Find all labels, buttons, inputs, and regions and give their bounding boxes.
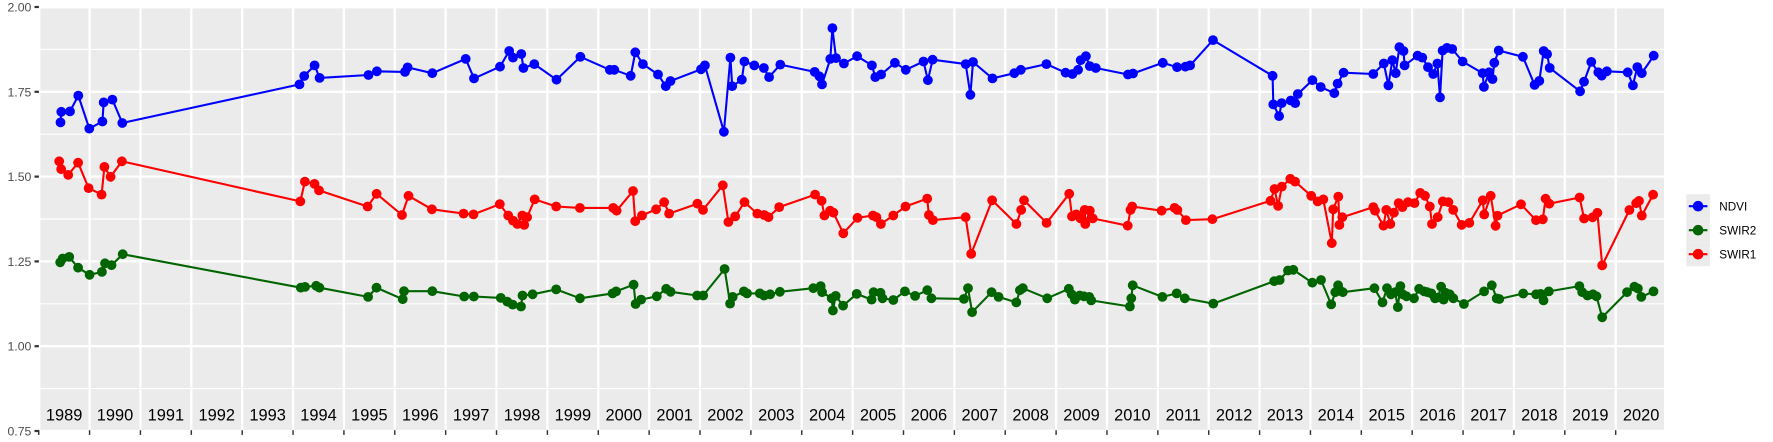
- svg-text:2008: 2008: [1012, 406, 1048, 424]
- svg-text:2003: 2003: [758, 406, 794, 424]
- svg-text:1.75: 1.75: [7, 85, 31, 99]
- svg-text:1990: 1990: [97, 406, 133, 424]
- svg-text:1989: 1989: [46, 406, 82, 424]
- svg-text:2005: 2005: [860, 406, 896, 424]
- svg-text:2013: 2013: [1267, 406, 1303, 424]
- svg-text:1.25: 1.25: [7, 255, 31, 269]
- svg-text:1996: 1996: [402, 406, 438, 424]
- svg-text:2007: 2007: [962, 406, 998, 424]
- svg-text:1994: 1994: [300, 406, 336, 424]
- svg-text:2012: 2012: [1216, 406, 1252, 424]
- svg-text:2010: 2010: [1114, 406, 1150, 424]
- svg-text:2011: 2011: [1166, 406, 1201, 424]
- svg-text:2.00: 2.00: [7, 1, 31, 15]
- svg-text:SWIR2: SWIR2: [1719, 225, 1756, 238]
- svg-text:2020: 2020: [1623, 406, 1659, 424]
- svg-text:2002: 2002: [707, 406, 743, 424]
- svg-text:1993: 1993: [249, 406, 285, 424]
- svg-text:1991: 1991: [148, 406, 184, 424]
- svg-text:NDVI: NDVI: [1719, 201, 1747, 214]
- svg-text:1.00: 1.00: [7, 340, 31, 354]
- svg-text:2006: 2006: [911, 406, 947, 424]
- svg-text:2019: 2019: [1572, 406, 1608, 424]
- svg-text:1999: 1999: [555, 406, 591, 424]
- svg-text:1998: 1998: [504, 406, 540, 424]
- svg-text:2017: 2017: [1470, 406, 1506, 424]
- svg-text:2018: 2018: [1521, 406, 1557, 424]
- svg-text:2000: 2000: [605, 406, 641, 424]
- svg-text:2001: 2001: [656, 406, 692, 424]
- svg-text:1995: 1995: [351, 406, 387, 424]
- svg-text:1.50: 1.50: [7, 170, 31, 184]
- svg-text:1992: 1992: [199, 406, 235, 424]
- svg-text:2016: 2016: [1419, 406, 1455, 424]
- svg-text:1997: 1997: [453, 406, 489, 424]
- svg-text:0.75: 0.75: [7, 425, 31, 439]
- svg-text:2004: 2004: [809, 406, 845, 424]
- svg-text:2009: 2009: [1063, 406, 1099, 424]
- svg-text:SWIR1: SWIR1: [1719, 249, 1756, 262]
- svg-text:2014: 2014: [1318, 406, 1354, 424]
- svg-text:2015: 2015: [1369, 406, 1405, 424]
